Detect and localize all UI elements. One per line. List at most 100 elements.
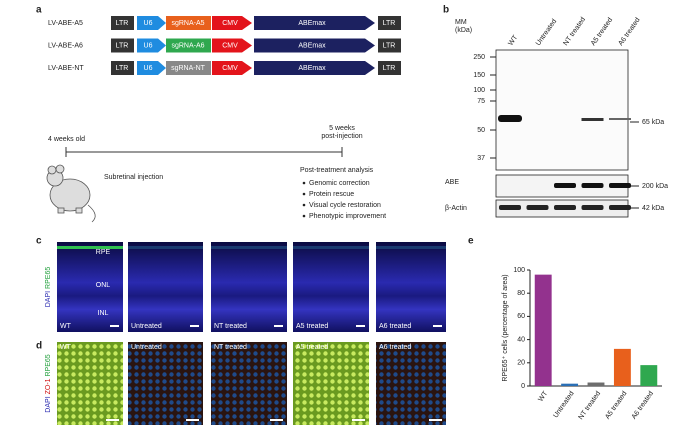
construct-element bbox=[137, 16, 166, 30]
micrograph bbox=[57, 342, 123, 425]
micrograph bbox=[293, 342, 369, 425]
construct-element bbox=[137, 61, 166, 75]
bar bbox=[613, 348, 631, 386]
band bbox=[609, 183, 631, 188]
y-tick-label: 0 bbox=[521, 383, 525, 390]
element-label: ABEmax bbox=[298, 65, 326, 72]
panel-e: e 0 20 40 60 80 100 RPE65⁺ cells (percentage o… bbox=[468, 236, 662, 421]
element-label: sgRNA-A5 bbox=[171, 20, 204, 27]
marker-label: 37 bbox=[477, 155, 485, 162]
micrograph bbox=[128, 342, 203, 425]
rpe-layer bbox=[128, 246, 203, 249]
x-tick-label: NT treated bbox=[578, 390, 603, 421]
rpe-layer bbox=[57, 246, 123, 249]
blot bbox=[495, 49, 629, 171]
construct-element bbox=[166, 16, 211, 30]
lane-label: A5 treated bbox=[590, 17, 614, 48]
y-tick-label: 100 bbox=[513, 267, 525, 274]
analysis-item: Protein rescue bbox=[309, 191, 354, 198]
micrograph bbox=[376, 342, 446, 425]
bar bbox=[534, 274, 552, 386]
size-label: 200 kDa bbox=[642, 183, 668, 190]
scale-bar bbox=[190, 325, 199, 327]
band bbox=[526, 205, 549, 210]
y-tick-label: 40 bbox=[517, 336, 525, 343]
marker-label: 250 bbox=[473, 54, 485, 61]
micrograph bbox=[293, 242, 369, 332]
stain-word: DAPI bbox=[45, 394, 52, 412]
panel-label: b bbox=[443, 5, 449, 16]
y-tick-label: 60 bbox=[517, 313, 525, 320]
construct-name: LV-ABE-NT bbox=[48, 65, 84, 72]
analysis-item: Phenotypic improvement bbox=[309, 213, 386, 220]
band bbox=[609, 205, 631, 210]
y-tick-label: 20 bbox=[517, 360, 525, 367]
construct-element bbox=[254, 61, 375, 75]
element-label: LTR bbox=[116, 42, 129, 49]
layer-label: RPE bbox=[96, 249, 111, 256]
scale-bar bbox=[110, 325, 119, 327]
band bbox=[581, 205, 604, 210]
x-tick-label: Untreated bbox=[552, 390, 575, 419]
image-label: A5 treated bbox=[296, 344, 328, 351]
construct-element bbox=[254, 16, 375, 30]
image-label: Untreated bbox=[131, 323, 162, 330]
panel-label: e bbox=[468, 236, 474, 247]
x-tick-label: A5 treated bbox=[604, 390, 628, 421]
element-label: U6 bbox=[144, 20, 153, 27]
bar bbox=[561, 383, 579, 386]
construct-element bbox=[212, 61, 252, 75]
layer-label: INL bbox=[98, 310, 109, 317]
construct-element bbox=[111, 38, 134, 53]
construct-element bbox=[212, 16, 252, 30]
panel-label: a bbox=[36, 5, 42, 16]
micrograph bbox=[211, 242, 287, 332]
mouse-icon bbox=[46, 164, 96, 223]
marker-label: 50 bbox=[477, 127, 485, 134]
element-label: sgRNA-A6 bbox=[171, 42, 204, 49]
image-label: WT bbox=[60, 344, 72, 351]
analysis-title: Post-treatment analysis bbox=[300, 167, 374, 174]
stain-word: RPE65 bbox=[45, 267, 52, 289]
image-label: Untreated bbox=[131, 344, 162, 351]
rpe-layer bbox=[376, 246, 446, 249]
timeline-end: 5 weeks post-injection bbox=[321, 125, 362, 140]
marker-label: 100 bbox=[473, 87, 485, 94]
element-label: LTR bbox=[116, 20, 129, 27]
bar bbox=[587, 382, 605, 386]
timeline-start: 4 weeks old bbox=[48, 136, 85, 143]
bullet bbox=[302, 192, 306, 196]
band bbox=[554, 205, 576, 210]
scale-bar bbox=[270, 419, 283, 421]
analysis-item: Genomic correction bbox=[309, 180, 370, 187]
x-tick-label: WT bbox=[537, 390, 549, 404]
image-label: A6 treated bbox=[379, 344, 411, 351]
rpe-layer bbox=[211, 246, 287, 249]
image-label: A5 treated bbox=[296, 323, 328, 330]
element-label: ABEmax bbox=[298, 20, 326, 27]
band bbox=[498, 115, 522, 122]
stain-label: DAPI RPE65 bbox=[45, 267, 52, 308]
construct-name: LV-ABE-A5 bbox=[48, 20, 83, 27]
construct-name: LV-ABE-A6 bbox=[48, 42, 83, 49]
mm-label: MM (kDa) bbox=[455, 19, 472, 34]
construct-element bbox=[378, 16, 401, 30]
element-label: LTR bbox=[383, 42, 396, 49]
x-tick-label: A6 treated bbox=[631, 390, 655, 421]
band bbox=[581, 183, 604, 188]
micrograph bbox=[376, 242, 446, 332]
lane-label: A6 treated bbox=[617, 17, 641, 48]
element-label: ABEmax bbox=[298, 42, 326, 49]
panel-label: c bbox=[36, 236, 42, 247]
element-label: LTR bbox=[383, 65, 396, 72]
y-tick-label: 80 bbox=[517, 290, 525, 297]
band bbox=[554, 183, 576, 188]
panel-b: b ABE β-Actin 65 kDa 200 kDa 42 kDa MM (k… bbox=[443, 5, 668, 218]
abe-label: ABE bbox=[445, 179, 459, 186]
stain-word: DAPI bbox=[45, 289, 52, 307]
construct-element bbox=[254, 38, 375, 53]
image-label: A6 treated bbox=[379, 323, 411, 330]
bullet bbox=[302, 214, 306, 218]
construct-element bbox=[111, 61, 134, 75]
